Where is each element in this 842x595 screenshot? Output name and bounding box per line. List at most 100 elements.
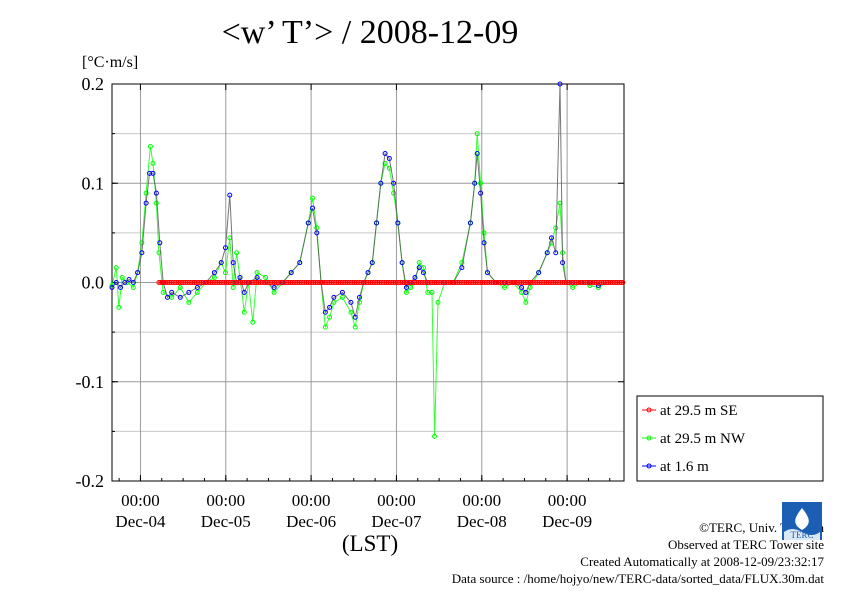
source-text: Data source : /home/hojyo/new/TERC-data/… bbox=[451, 571, 824, 586]
data-point bbox=[130, 284, 136, 290]
x-tick-date: Dec-04 bbox=[115, 512, 166, 531]
data-point bbox=[386, 155, 392, 161]
data-point bbox=[147, 144, 153, 150]
data-point bbox=[211, 270, 217, 276]
data-point bbox=[399, 260, 405, 266]
legend-label: at 29.5 m NW bbox=[660, 431, 746, 447]
data-point bbox=[169, 289, 175, 295]
data-point bbox=[222, 245, 228, 251]
copyright-text: ©TERC, Univ. Tsukuba bbox=[699, 520, 824, 535]
data-point bbox=[352, 324, 358, 330]
data-point bbox=[620, 280, 626, 285]
data-point bbox=[139, 240, 145, 246]
data-point bbox=[478, 180, 484, 186]
data-point bbox=[403, 289, 409, 295]
data-point bbox=[553, 225, 559, 231]
data-point bbox=[544, 250, 550, 256]
data-point bbox=[297, 260, 303, 266]
data-point bbox=[432, 433, 438, 439]
data-point bbox=[459, 260, 465, 266]
x-tick-time: 00:00 bbox=[548, 491, 587, 510]
created-text: Created Automatically at 2008-12-09/23:3… bbox=[580, 554, 824, 569]
data-point bbox=[481, 240, 487, 246]
data-point bbox=[139, 250, 145, 256]
data-point bbox=[177, 294, 183, 300]
data-point bbox=[186, 299, 192, 305]
data-point bbox=[218, 260, 224, 266]
x-tick-time: 00:00 bbox=[292, 491, 331, 510]
data-point bbox=[327, 304, 333, 310]
data-point bbox=[548, 240, 554, 246]
x-tick-date: Dec-08 bbox=[457, 512, 507, 531]
data-point bbox=[177, 284, 183, 290]
data-point bbox=[403, 284, 409, 290]
data-point bbox=[160, 289, 166, 295]
data-point bbox=[143, 200, 149, 206]
data-point bbox=[435, 299, 441, 305]
y-axis: 0.2 0.1 0.0 -0.1 -0.2 bbox=[76, 74, 624, 491]
data-point bbox=[314, 225, 320, 231]
data-point bbox=[502, 284, 508, 290]
data-point bbox=[150, 160, 156, 166]
legend-label: at 1.6 m bbox=[660, 459, 709, 475]
x-tick-time: 00:00 bbox=[206, 491, 245, 510]
data-point bbox=[310, 205, 316, 211]
data-point bbox=[135, 270, 141, 276]
data-point bbox=[382, 160, 388, 166]
data-point bbox=[194, 284, 200, 290]
data-point bbox=[618, 280, 624, 285]
data-point bbox=[356, 299, 362, 305]
y-tick-label: 0.2 bbox=[82, 74, 105, 94]
data-point bbox=[587, 282, 593, 288]
y-tick-label: 0.1 bbox=[82, 173, 105, 193]
data-point bbox=[474, 150, 480, 156]
data-point bbox=[113, 265, 119, 271]
x-tick-time: 00:00 bbox=[121, 491, 160, 510]
legend-label: at 29.5 m SE bbox=[660, 403, 738, 419]
data-point bbox=[382, 150, 388, 156]
data-point bbox=[153, 200, 159, 206]
data-point bbox=[222, 270, 228, 276]
data-point bbox=[416, 260, 422, 266]
data-point bbox=[548, 235, 554, 241]
chart-title: <w’ T’> / 2008-12-09 bbox=[221, 14, 519, 51]
y-tick-label: -0.1 bbox=[76, 372, 105, 392]
data-point bbox=[523, 299, 529, 305]
data-point bbox=[557, 81, 563, 87]
data-point bbox=[119, 275, 125, 281]
data-point bbox=[126, 277, 132, 283]
data-point bbox=[416, 265, 422, 271]
data-point bbox=[314, 230, 320, 236]
data-point bbox=[271, 289, 277, 295]
data-point bbox=[412, 275, 418, 281]
y-axis-label: [°C·m/s] bbox=[82, 54, 139, 71]
x-axis-label: (LST) bbox=[341, 531, 399, 556]
data-point bbox=[391, 190, 397, 196]
data-point bbox=[254, 275, 260, 281]
legend-box bbox=[636, 395, 824, 482]
data-point bbox=[237, 275, 243, 281]
data-point bbox=[322, 324, 328, 330]
x-tick-date: Dec-09 bbox=[542, 512, 592, 531]
data-point bbox=[339, 294, 345, 300]
data-point bbox=[519, 284, 525, 290]
y-tick-label: -0.2 bbox=[76, 471, 105, 491]
data-point bbox=[211, 275, 217, 281]
x-tick-time: 00:00 bbox=[462, 491, 501, 510]
data-point bbox=[241, 309, 247, 315]
data-point bbox=[147, 170, 153, 176]
data-point bbox=[327, 314, 333, 320]
data-point bbox=[378, 180, 384, 186]
credits: ©TERC, Univ. Tsukuba Observed at TERC To… bbox=[452, 519, 824, 587]
data-point bbox=[227, 192, 233, 198]
data-point bbox=[250, 319, 256, 325]
series-group bbox=[109, 81, 626, 439]
data-point bbox=[113, 280, 119, 285]
data-point bbox=[472, 180, 478, 186]
x-tick-date: Dec-07 bbox=[371, 512, 422, 531]
data-point bbox=[523, 289, 529, 295]
data-point bbox=[369, 260, 375, 266]
legend-swatch-marker bbox=[646, 435, 652, 441]
data-point bbox=[536, 270, 542, 276]
